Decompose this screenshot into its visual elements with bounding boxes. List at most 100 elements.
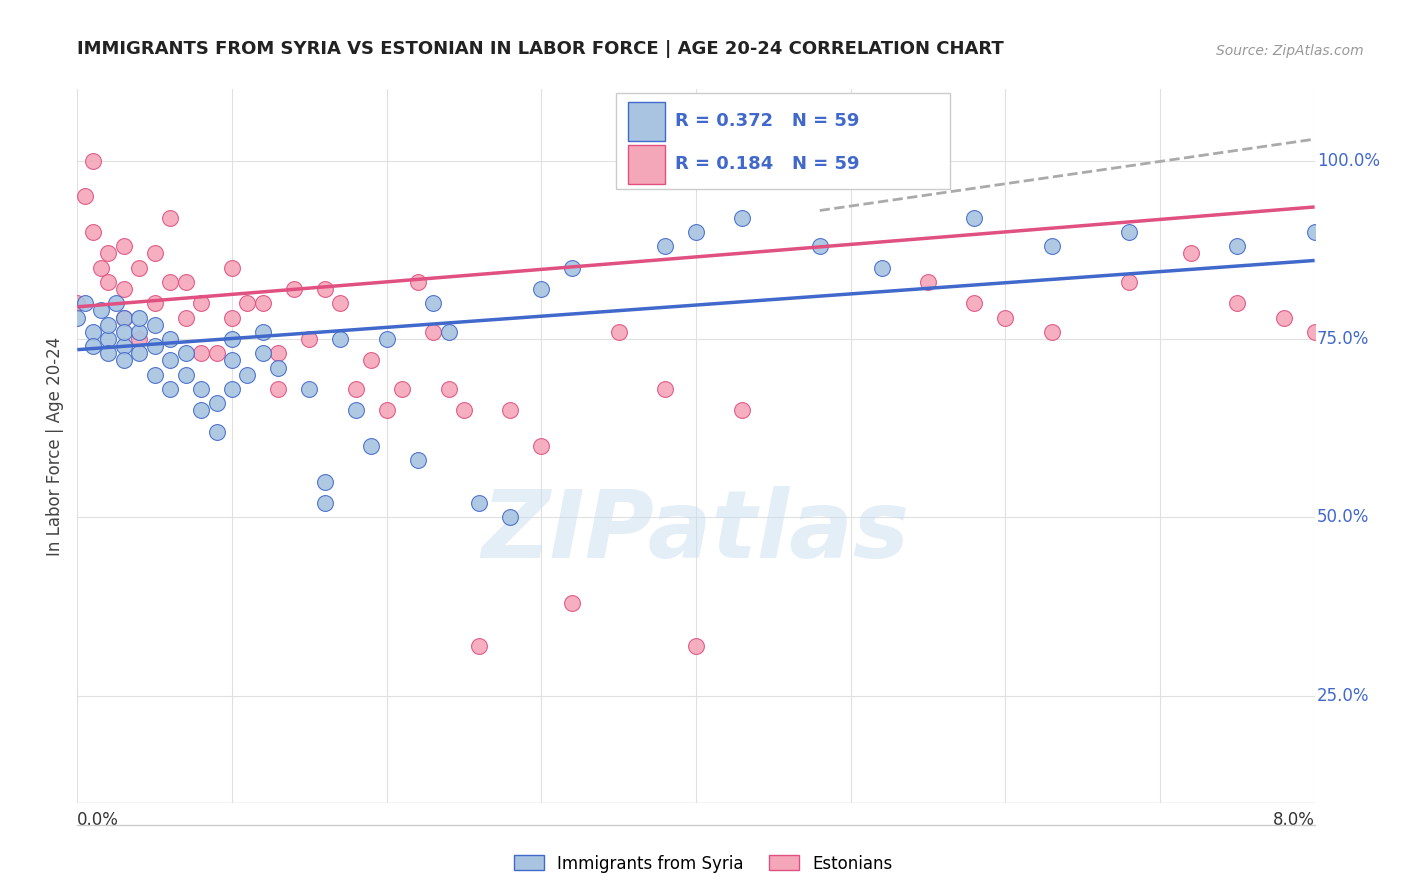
Point xyxy=(994,310,1017,325)
FancyBboxPatch shape xyxy=(616,93,949,189)
Text: Source: ZipAtlas.com: Source: ZipAtlas.com xyxy=(1216,44,1364,58)
Text: 8.0%: 8.0% xyxy=(1272,812,1315,830)
Point xyxy=(1303,225,1326,239)
Point xyxy=(468,496,491,510)
Point xyxy=(252,325,274,339)
Point xyxy=(128,325,150,339)
Point xyxy=(66,310,89,325)
Point xyxy=(762,153,785,168)
Text: 100.0%: 100.0% xyxy=(1317,152,1381,169)
Point xyxy=(406,453,429,467)
Point xyxy=(143,318,166,332)
Point xyxy=(360,439,382,453)
Point xyxy=(731,211,754,225)
Point xyxy=(375,403,398,417)
Point xyxy=(174,310,197,325)
Point xyxy=(112,310,135,325)
Point xyxy=(221,260,243,275)
Point xyxy=(105,296,127,310)
Text: IMMIGRANTS FROM SYRIA VS ESTONIAN IN LABOR FORCE | AGE 20-24 CORRELATION CHART: IMMIGRANTS FROM SYRIA VS ESTONIAN IN LAB… xyxy=(77,40,1004,58)
Point xyxy=(82,339,104,353)
Point xyxy=(314,475,336,489)
Text: R = 0.184   N = 59: R = 0.184 N = 59 xyxy=(675,155,859,173)
Point xyxy=(128,346,150,360)
Point xyxy=(314,496,336,510)
Point xyxy=(1040,325,1063,339)
Point xyxy=(917,275,939,289)
Point xyxy=(236,368,259,382)
Point xyxy=(190,382,212,396)
Point xyxy=(344,403,367,417)
Point xyxy=(607,325,630,339)
Point xyxy=(190,346,212,360)
Point xyxy=(174,368,197,382)
Point xyxy=(143,296,166,310)
Point xyxy=(1118,275,1140,289)
Point xyxy=(82,325,104,339)
Point xyxy=(437,325,460,339)
Point xyxy=(406,275,429,289)
Text: 75.0%: 75.0% xyxy=(1317,330,1369,348)
Point xyxy=(75,189,96,203)
Point xyxy=(468,639,491,653)
Point xyxy=(190,296,212,310)
Point xyxy=(654,239,676,253)
Point xyxy=(963,211,986,225)
Point xyxy=(90,303,111,318)
Point xyxy=(731,403,754,417)
Point xyxy=(112,282,135,296)
Point xyxy=(808,153,831,168)
Point xyxy=(422,296,444,310)
Point xyxy=(174,275,197,289)
Point xyxy=(221,353,243,368)
Point xyxy=(159,353,181,368)
Point xyxy=(298,332,321,346)
Legend: Immigrants from Syria, Estonians: Immigrants from Syria, Estonians xyxy=(508,848,898,880)
Point xyxy=(97,246,120,260)
Point xyxy=(159,332,181,346)
Point xyxy=(97,346,120,360)
Point xyxy=(90,260,111,275)
Point xyxy=(685,639,707,653)
Point xyxy=(112,339,135,353)
Text: ZIPatlas: ZIPatlas xyxy=(482,485,910,578)
Point xyxy=(174,346,197,360)
Point xyxy=(453,403,475,417)
Text: R = 0.372   N = 59: R = 0.372 N = 59 xyxy=(675,112,859,130)
Point xyxy=(128,332,150,346)
Point xyxy=(499,510,522,524)
Point xyxy=(159,211,181,225)
Point xyxy=(252,296,274,310)
Point xyxy=(808,239,831,253)
Point xyxy=(221,382,243,396)
Point xyxy=(112,325,135,339)
Point xyxy=(75,296,96,310)
Point xyxy=(561,260,583,275)
Point xyxy=(82,225,104,239)
Point xyxy=(143,246,166,260)
Point xyxy=(685,225,707,239)
Point xyxy=(159,275,181,289)
Point xyxy=(1226,239,1249,253)
Point xyxy=(283,282,305,296)
Point xyxy=(143,368,166,382)
Point xyxy=(1118,225,1140,239)
Point xyxy=(329,332,352,346)
Point xyxy=(97,318,120,332)
Point xyxy=(267,360,290,375)
Y-axis label: In Labor Force | Age 20-24: In Labor Force | Age 20-24 xyxy=(46,336,65,556)
Point xyxy=(190,403,212,417)
Point xyxy=(97,275,120,289)
Point xyxy=(82,153,104,168)
Point xyxy=(1272,310,1295,325)
Point xyxy=(298,382,321,396)
Point xyxy=(1303,325,1326,339)
Point xyxy=(205,346,228,360)
Point xyxy=(422,325,444,339)
Point xyxy=(112,310,135,325)
Point xyxy=(437,382,460,396)
Point xyxy=(128,260,150,275)
Point xyxy=(128,310,150,325)
Text: 50.0%: 50.0% xyxy=(1317,508,1369,526)
Point xyxy=(143,339,166,353)
